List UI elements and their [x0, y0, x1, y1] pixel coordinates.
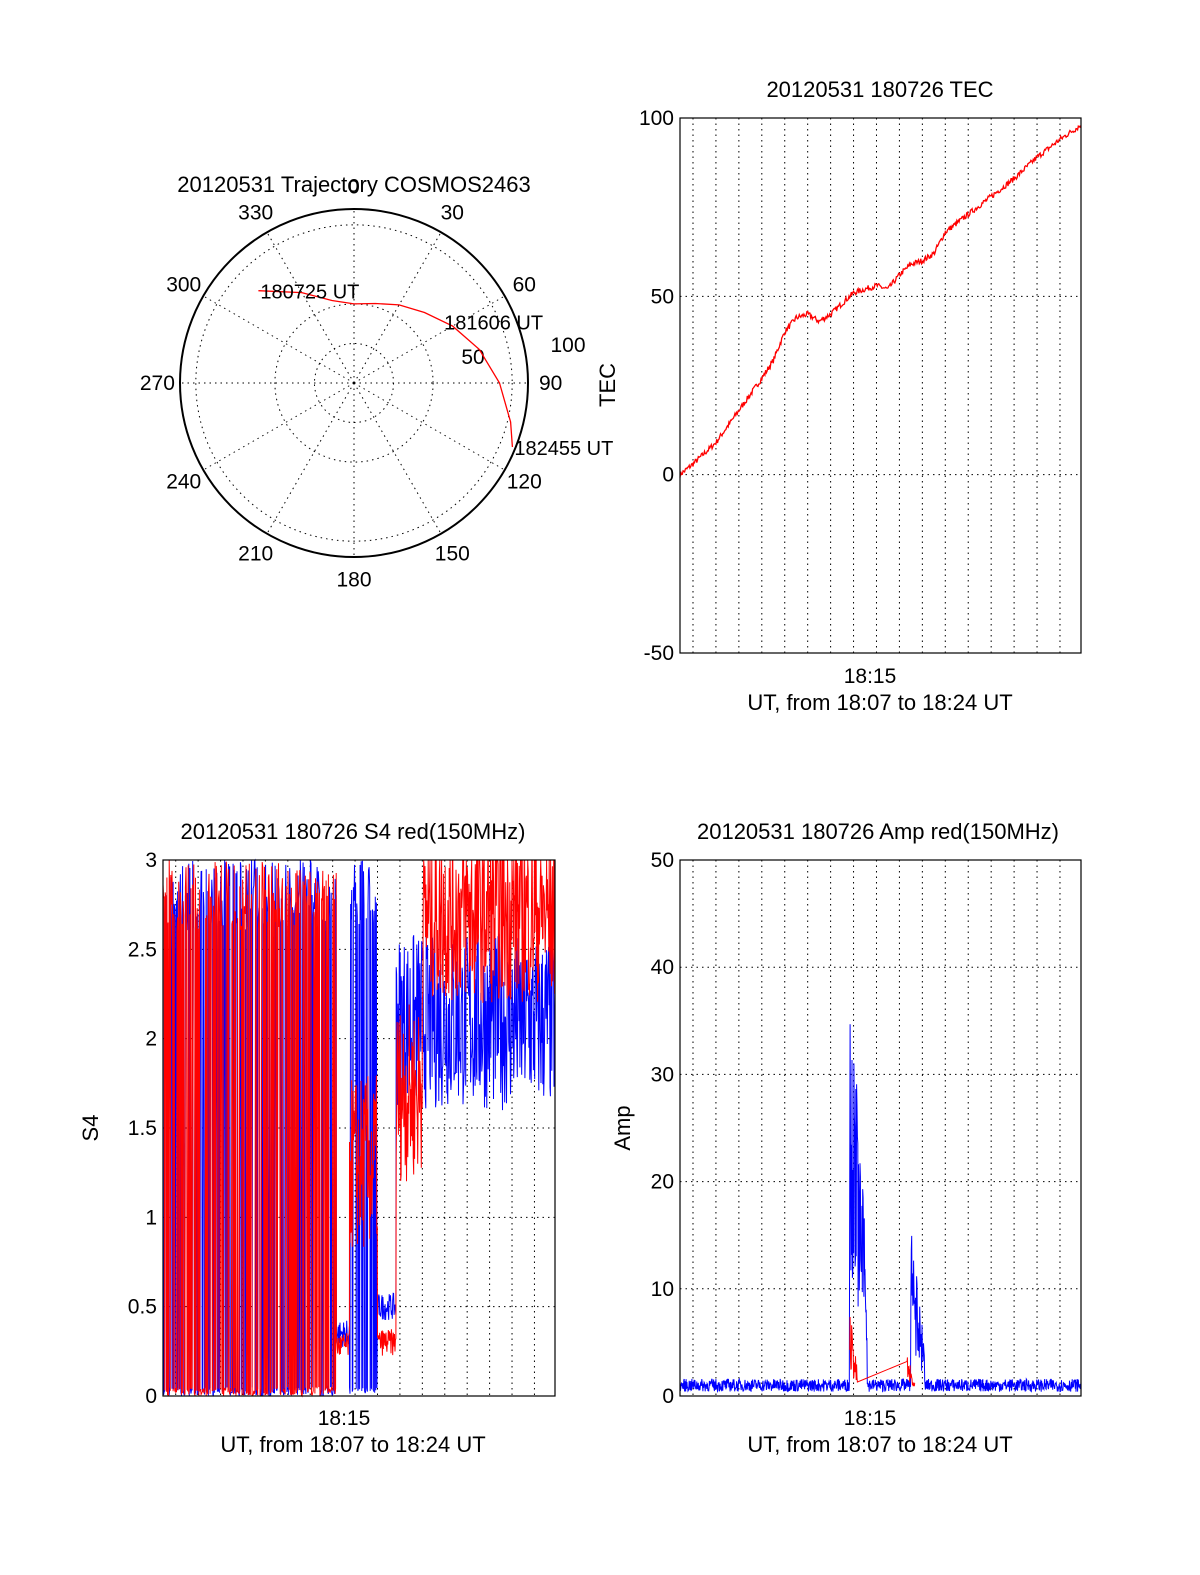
polar-spoke-240 [203, 382, 355, 471]
polar-az-label-150: 150 [435, 542, 470, 565]
tec-y-tick--50: -50 [644, 642, 674, 665]
polar-spoke-210 [266, 382, 355, 534]
tec-grid [680, 117, 1081, 654]
tec-y-axis-label: TEC [595, 363, 620, 407]
polar-az-label-210: 210 [238, 542, 273, 565]
amp-y-tick-20: 20 [651, 1171, 674, 1194]
polar-az-label-240: 240 [166, 470, 201, 493]
polar-spoke-120 [353, 382, 505, 471]
s4-y-tick-1: 1 [145, 1206, 157, 1229]
s4-plot: 20120531 180726 S4 red(150MHz) 0 0.5 1 1.5 2… [78, 819, 556, 1457]
s4-y-tick-labels: 0 0.5 1 1.5 2 2.5 3 [128, 849, 157, 1408]
polar-azimuth-labels: 0 30 60 90 120 150 180 210 240 270 300 330 [140, 175, 562, 591]
tec-axes-frame [679, 117, 1082, 654]
polar-annotation-0: 180725 UT [260, 282, 359, 304]
polar-az-label-270: 270 [140, 372, 175, 395]
amp-y-axis-label: Amp [610, 1105, 635, 1150]
tec-series-line [679, 124, 1082, 478]
s4-y-tick-2: 2 [145, 1028, 157, 1051]
polar-az-label-120: 120 [507, 470, 542, 493]
amp-x-tick-label: 18:15 [844, 1407, 897, 1430]
amp-series-blue [679, 1024, 1082, 1394]
s4-x-axis-label: UT, from 18:07 to 18:24 UT [220, 1432, 485, 1457]
s4-y-tick-0: 0 [145, 1385, 157, 1408]
s4-y-tick-0.5: 0.5 [128, 1296, 157, 1319]
amp-plot: 20120531 180726 Amp red(150MHz) 0 10 20 30 4… [610, 819, 1082, 1457]
polar-ring-50 [274, 303, 434, 463]
s4-y-tick-1.5: 1.5 [128, 1117, 157, 1140]
s4-axes-frame [162, 859, 556, 1397]
tec-x-tick-label: 18:15 [844, 665, 897, 688]
polar-az-label-60: 60 [513, 274, 536, 297]
tec-x-axis-label: UT, from 18:07 to 18:24 UT [747, 690, 1012, 715]
amp-grid [680, 859, 1081, 1397]
amp-y-tick-50: 50 [651, 849, 674, 872]
polar-az-label-300: 300 [166, 274, 201, 297]
polar-outer-circle [179, 208, 529, 558]
amp-y-tick-labels: 0 10 20 30 40 50 [651, 849, 674, 1408]
polar-ring-100 [195, 224, 513, 542]
s4-series-red [162, 859, 556, 1398]
polar-spoke-330 [266, 232, 355, 384]
polar-radial-label-50: 50 [461, 346, 484, 369]
s4-title: 20120531 180726 S4 red(150MHz) [181, 819, 526, 844]
amp-y-tick-30: 30 [651, 1063, 674, 1086]
amp-y-tick-40: 40 [651, 956, 674, 979]
polar-spoke-60 [353, 295, 505, 384]
polar-az-label-330: 330 [238, 202, 273, 225]
polar-annotation-1: 181606 UT [444, 312, 543, 334]
polar-spoke-30 [353, 232, 442, 384]
s4-series-blue [162, 858, 556, 1397]
s4-y-tick-3: 3 [145, 849, 157, 872]
polar-az-label-30: 30 [441, 202, 464, 225]
polar-radial-label-100: 100 [550, 334, 585, 357]
tec-y-tick-labels: -50 0 50 100 [639, 107, 674, 665]
polar-annotation-2: 182455 UT [514, 438, 613, 460]
tec-plot: 20120531 180726 TEC -50 0 50 100 18:15 UT, … [595, 77, 1082, 715]
s4-x-tick-label: 18:15 [318, 1407, 371, 1430]
polar-grid [180, 209, 528, 557]
polar-az-label-0: 0 [348, 175, 360, 198]
polar-az-label-180: 180 [336, 569, 371, 592]
tec-y-tick-100: 100 [639, 107, 674, 130]
amp-title: 20120531 180726 Amp red(150MHz) [697, 819, 1059, 844]
polar-title: 20120531 Trajectory COSMOS2463 [177, 172, 530, 197]
amp-y-tick-0: 0 [662, 1385, 674, 1408]
polar-trajectory-plot: 20120531 Trajectory COSMOS2463 0 30 60 90 12… [140, 172, 614, 592]
s4-y-axis-label: S4 [78, 1115, 103, 1142]
s4-y-tick-2.5: 2.5 [128, 938, 157, 961]
polar-az-label-90: 90 [539, 372, 562, 395]
polar-trajectory-line [258, 290, 514, 448]
tec-y-tick-50: 50 [651, 285, 674, 308]
polar-spoke-300 [203, 295, 355, 384]
amp-y-tick-10: 10 [651, 1278, 674, 1301]
amp-series-red [849, 1316, 916, 1387]
amp-x-axis-label: UT, from 18:07 to 18:24 UT [747, 1432, 1012, 1457]
polar-annotations: 180725 UT 181606 UT 182455 UT [260, 282, 613, 460]
tec-title: 20120531 180726 TEC [766, 77, 993, 102]
amp-axes-frame [679, 859, 1082, 1397]
tec-y-tick-0: 0 [662, 464, 674, 487]
polar-spoke-150 [353, 382, 442, 534]
